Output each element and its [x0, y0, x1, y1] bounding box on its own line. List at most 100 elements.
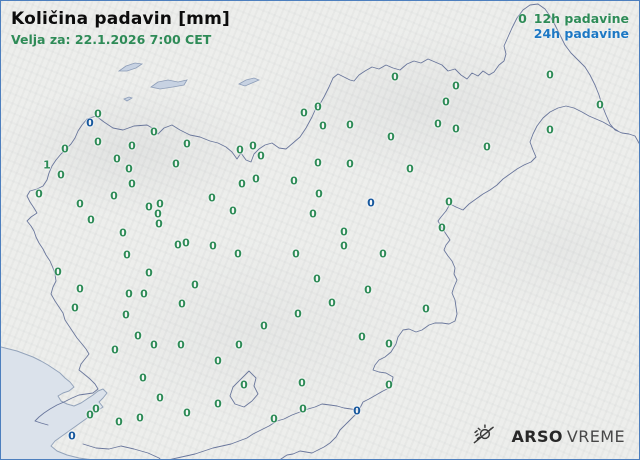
- station-value-12h: 0: [314, 100, 322, 114]
- station-value-12h: 0: [128, 177, 136, 191]
- station-value-12h: 0: [252, 172, 260, 186]
- station-value-12h: 0: [340, 225, 348, 239]
- coastline: [1, 346, 108, 459]
- sea-area: [1, 347, 107, 459]
- station-value-12h: 0: [445, 195, 453, 209]
- station-value-12h: 0: [229, 204, 237, 218]
- station-value-12h: 0: [596, 98, 604, 112]
- station-value-12h: 0: [87, 213, 95, 227]
- station-value-12h: 0: [309, 207, 317, 221]
- station-value-12h: 0: [434, 117, 442, 131]
- station-value-12h: 0: [92, 402, 100, 416]
- station-value-12h: 0: [422, 302, 430, 316]
- station-value-12h: 0: [140, 287, 148, 301]
- station-value-24h: 0: [68, 429, 76, 443]
- legend: 0 12h padavine 24h padavine: [518, 11, 629, 41]
- station-value-12h: 0: [54, 265, 62, 279]
- station-value-12h: 0: [234, 247, 242, 261]
- station-value-12h: 0: [115, 415, 123, 429]
- station-value-12h: 0: [172, 157, 180, 171]
- brand-wordmark: ARSO VREME: [511, 427, 625, 446]
- station-value-12h: 0: [298, 376, 306, 390]
- station-value-12h: 0: [236, 143, 244, 157]
- brand-org: ARSO: [511, 427, 563, 446]
- station-value-12h: 0: [76, 197, 84, 211]
- station-value-12h: 0: [145, 266, 153, 280]
- station-value-12h: 0: [155, 217, 163, 231]
- station-value-12h: 0: [209, 239, 217, 253]
- station-value-12h: 0: [249, 139, 257, 153]
- border-lines: [26, 3, 639, 459]
- station-value-12h: 0: [379, 247, 387, 261]
- station-value-12h: 0: [61, 142, 69, 156]
- station-value-12h: 0: [150, 338, 158, 352]
- station-value-12h: 0: [346, 157, 354, 171]
- station-value-12h: 0: [128, 139, 136, 153]
- station-value-12h: 0: [257, 149, 265, 163]
- station-value-12h: 0: [113, 152, 121, 166]
- station-value-12h: 0: [94, 135, 102, 149]
- station-value-12h: 0: [385, 337, 393, 351]
- station-value-12h: 0: [139, 371, 147, 385]
- station-value-12h: 0: [35, 187, 43, 201]
- legend-24h-label: 24h padavine: [533, 26, 629, 41]
- station-value-12h: 0: [290, 174, 298, 188]
- station-value-12h: 0: [546, 123, 554, 137]
- station-value-12h: 0: [300, 106, 308, 120]
- station-value-12h: 0: [183, 137, 191, 151]
- map-subtitle: Velja za: 22.1.2026 7:00 CET: [11, 32, 212, 47]
- station-value-24h: 0: [353, 404, 361, 418]
- station-value-12h: 0: [125, 287, 133, 301]
- branding: ARSO VREME: [471, 422, 625, 451]
- station-value-12h: 0: [57, 168, 65, 182]
- station-value-12h: 0: [299, 402, 307, 416]
- station-value-12h: 0: [191, 278, 199, 292]
- station-value-12h: 0: [134, 329, 142, 343]
- arso-weather-icon: [471, 422, 496, 451]
- station-value-12h: 0: [294, 307, 302, 321]
- station-value-12h: 0: [177, 338, 185, 352]
- legend-12h-label: 12h padavine: [533, 11, 629, 26]
- station-value-12h: 0: [346, 118, 354, 132]
- legend-sample-marker: 0: [518, 11, 527, 26]
- station-value-12h: 0: [442, 95, 450, 109]
- station-value-12h: 0: [270, 412, 278, 426]
- station-value-12h: 0: [154, 207, 162, 221]
- station-value-12h: 0: [174, 238, 182, 252]
- station-value-12h: 0: [156, 391, 164, 405]
- station-value-12h: 0: [145, 200, 153, 214]
- station-value-12h: 0: [94, 107, 102, 121]
- station-value-12h: 0: [387, 130, 395, 144]
- station-value-12h: 0: [314, 156, 322, 170]
- station-value-12h: 0: [111, 343, 119, 357]
- station-value-12h: 0: [238, 177, 246, 191]
- station-value-12h: 0: [546, 68, 554, 82]
- legend-12h: 0 12h padavine: [518, 11, 629, 26]
- station-value-12h: 0: [119, 226, 127, 240]
- station-value-12h: 0: [71, 301, 79, 315]
- station-value-12h: 0: [385, 378, 393, 392]
- station-value-12h: 0: [240, 378, 248, 392]
- station-value-12h: 0: [156, 197, 164, 211]
- page-title: Količina padavin [mm]: [11, 9, 230, 29]
- station-value-12h: 0: [208, 191, 216, 205]
- station-value-12h: 0: [391, 70, 399, 84]
- station-value-12h: 0: [364, 283, 372, 297]
- station-value-12h: 0: [183, 406, 191, 420]
- station-value-12h: 0: [438, 221, 446, 235]
- station-value-12h: 0: [122, 308, 130, 322]
- station-value-24h: 0: [367, 196, 375, 210]
- station-value-12h: 0: [340, 239, 348, 253]
- station-value-12h: 0: [214, 354, 222, 368]
- station-value-12h: 0: [319, 119, 327, 133]
- station-value-12h: 0: [214, 397, 222, 411]
- station-value-12h: 0: [178, 297, 186, 311]
- station-value-12h: 0: [358, 330, 366, 344]
- station-value-12h: 0: [406, 162, 414, 176]
- station-value-12h: 0: [136, 411, 144, 425]
- brand-product: VREME: [566, 427, 625, 446]
- legend-24h: 24h padavine: [518, 26, 629, 41]
